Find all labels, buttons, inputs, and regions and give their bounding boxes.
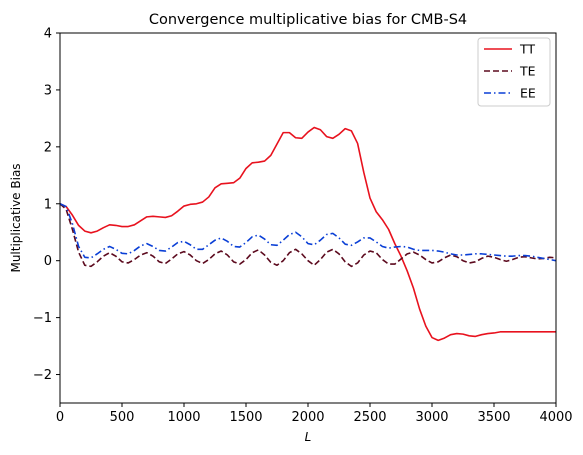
series-line-te bbox=[60, 203, 556, 268]
y-axis: −2 −1 0 1 2 3 4 bbox=[33, 27, 60, 383]
series-line-tt bbox=[60, 126, 556, 342]
y-tick-label: −1 bbox=[33, 311, 52, 326]
x-tick-label: 1000 bbox=[167, 410, 200, 425]
x-tick-label: 1500 bbox=[229, 410, 262, 425]
x-tick-label: 2500 bbox=[353, 410, 386, 425]
y-tick-label: 2 bbox=[44, 140, 52, 155]
y-tick-label: 4 bbox=[44, 27, 52, 42]
y-tick-label: −2 bbox=[33, 368, 52, 383]
y-tick-label: 0 bbox=[44, 254, 52, 269]
x-axis: 0 500 1000 1500 2000 2500 3000 3500 4000 bbox=[56, 403, 573, 425]
x-axis-label: L bbox=[305, 430, 312, 444]
y-tick-label: 3 bbox=[44, 83, 52, 98]
x-tick-label: 3000 bbox=[415, 410, 448, 425]
legend-label-te: TE bbox=[519, 64, 536, 79]
legend-label-tt: TT bbox=[519, 42, 535, 57]
x-tick-label: 3500 bbox=[477, 410, 510, 425]
x-tick-label: 0 bbox=[56, 410, 64, 425]
chart-title: Convergence multiplicative bias for CMB-… bbox=[149, 12, 467, 28]
legend-label-ee: EE bbox=[520, 86, 536, 101]
x-tick-label: 500 bbox=[110, 410, 135, 425]
x-tick-label: 4000 bbox=[539, 410, 572, 425]
legend: TT TE EE bbox=[477, 37, 551, 107]
y-tick-label: 1 bbox=[44, 197, 52, 212]
y-axis-label: Multiplicative Bias bbox=[9, 163, 23, 272]
x-tick-label: 2000 bbox=[291, 410, 324, 425]
series-line-ee bbox=[60, 203, 556, 262]
legend-box bbox=[477, 37, 551, 107]
